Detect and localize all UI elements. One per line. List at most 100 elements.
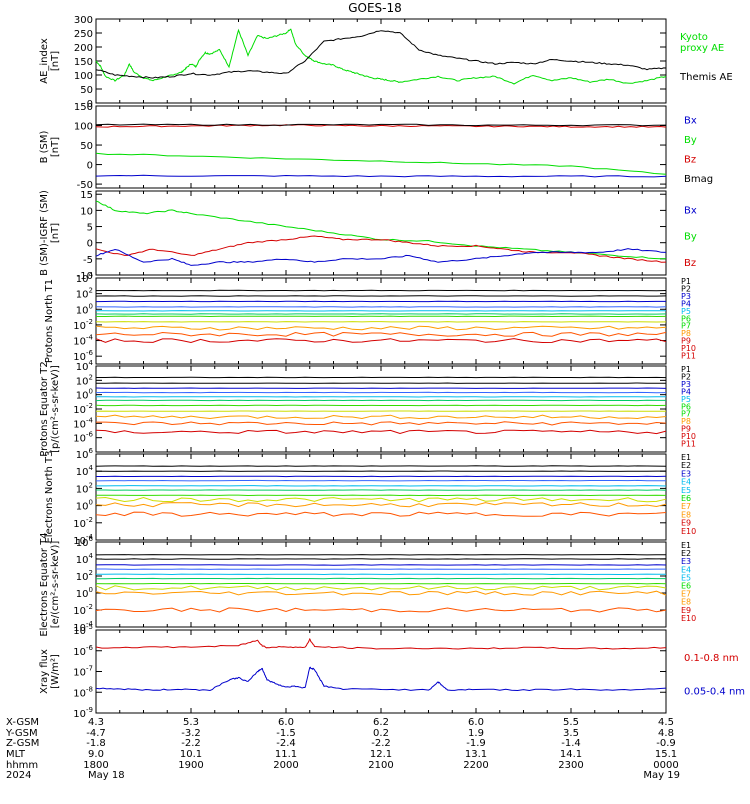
x-axis-value: 1900 — [178, 760, 203, 771]
y-tick-exponent: 0 — [89, 586, 93, 594]
y-tick-label: -5 — [83, 255, 93, 266]
plot-title: GOES-18 — [348, 1, 402, 15]
series-line — [96, 175, 666, 177]
x-axis-value: 2300 — [558, 760, 583, 771]
channel-line — [96, 326, 666, 330]
legend-label: P11 — [681, 440, 696, 449]
y-tick-exponent: 2 — [89, 569, 93, 577]
legend-label: 0.05-0.4 nm — [684, 686, 745, 697]
y-tick-label: 5 — [87, 223, 93, 234]
x-axis-value: May 18 — [88, 770, 125, 781]
y-tick-exponent: 2 — [89, 481, 93, 489]
y-tick-label: 10-2 — [73, 516, 93, 530]
y-tick-label: 100 — [76, 499, 93, 513]
legend-label: 0.1-0.8 nm — [684, 653, 739, 664]
y-tick-label: 10-5 — [73, 623, 93, 637]
y-tick-label: 104 — [76, 464, 94, 478]
y-tick-exponent: -6 — [86, 431, 94, 439]
series-line — [96, 249, 666, 266]
y-axis-label: [e/(cm²-s-sr-keV)] — [50, 541, 61, 629]
x-axis-value: -1.8 — [86, 738, 106, 749]
legend-label: E10 — [681, 614, 696, 623]
y-tick-label: 102 — [76, 287, 93, 301]
x-axis-value: 5.3 — [183, 717, 199, 728]
panel-frame — [96, 366, 666, 452]
y-axis-label: [p/(cm²-s-sr-keV)] — [50, 365, 61, 453]
y-axis-label: Electrons Equator T4 — [39, 532, 50, 636]
x-axis-value: -2.2 — [371, 738, 391, 749]
y-tick-exponent: 4 — [89, 552, 94, 560]
y-tick-label: 10 — [80, 206, 93, 217]
y-tick-exponent: -2 — [86, 516, 93, 524]
y-tick-label: 104 — [76, 271, 94, 285]
series-line — [96, 29, 666, 84]
channel-line — [96, 466, 666, 467]
series-line — [96, 667, 666, 690]
x-axis-table: X-GSMY-GSMZ-GSMMLThhmm20244.3-4.7-1.89.0… — [5, 717, 680, 781]
x-axis-value: 10.1 — [180, 749, 202, 760]
x-axis-value: May 19 — [643, 770, 680, 781]
channel-line — [96, 503, 666, 507]
x-axis-value: -1.9 — [466, 738, 486, 749]
y-tick-exponent: 6 — [89, 535, 94, 543]
legend-label: Themis AE — [679, 72, 733, 83]
x-axis-value: 14.1 — [560, 749, 582, 760]
channel-line — [96, 555, 666, 556]
legend-label: Bx — [684, 205, 697, 216]
legend-label: E10 — [681, 527, 696, 536]
series-line — [96, 201, 666, 259]
x-axis-value: -2.4 — [276, 738, 296, 749]
y-tick-label: 100 — [76, 586, 93, 600]
y-axis-label: Electrons North T3 — [44, 450, 55, 543]
channel-line — [96, 422, 666, 425]
y-tick-exponent: 6 — [89, 447, 94, 455]
y-tick-label: 100 — [74, 122, 93, 133]
x-axis-value: 4.5 — [658, 717, 674, 728]
channel-line — [96, 586, 666, 590]
y-axis-label: [nT] — [50, 51, 61, 71]
x-axis-value: 2000 — [273, 760, 298, 771]
y-axis-label: Protons Equator T2 — [39, 361, 50, 457]
legend-label: By — [684, 135, 697, 146]
x-axis-value: 15.1 — [655, 749, 677, 760]
panel-frame — [96, 454, 666, 540]
y-axis-label: B (SM) — [39, 130, 50, 163]
x-axis-value: 9.0 — [88, 749, 104, 760]
x-axis-value: 4.3 — [88, 717, 104, 728]
series-line — [96, 31, 666, 78]
legend-label: proxy AE — [680, 43, 724, 54]
legend-label: Bx — [684, 116, 697, 127]
series-line — [96, 236, 666, 262]
channel-line — [96, 565, 666, 566]
y-tick-label: 50 — [80, 85, 93, 96]
x-axis-value: 6.0 — [468, 717, 484, 728]
y-tick-exponent: -6 — [86, 349, 94, 357]
y-tick-label: 104 — [76, 359, 94, 373]
y-tick-label: 104 — [76, 552, 94, 566]
y-tick-exponent: -2 — [86, 603, 93, 611]
y-tick-exponent: -7 — [86, 665, 93, 673]
y-tick-exponent: -8 — [86, 685, 93, 693]
y-tick-label: 250 — [74, 29, 93, 40]
channel-line — [96, 415, 666, 418]
legend-label: By — [684, 232, 697, 243]
y-axis-label: AE_index — [39, 38, 50, 84]
x-axis-value: -1.4 — [561, 738, 581, 749]
y-tick-exponent: 4 — [89, 464, 94, 472]
x-axis-value: 13.1 — [465, 749, 487, 760]
x-axis-row-label: X-GSM — [6, 717, 39, 728]
y-tick-exponent: -4 — [86, 416, 94, 424]
y-tick-label: 106 — [76, 447, 94, 461]
channel-line — [96, 512, 666, 516]
x-axis-row-label: 2024 — [6, 770, 31, 781]
y-tick-exponent: 4 — [89, 271, 94, 279]
y-tick-label: 10-8 — [73, 685, 93, 699]
y-tick-label: 10-6 — [73, 644, 93, 658]
y-tick-label: 300 — [74, 15, 93, 26]
x-axis-value: 6.2 — [373, 717, 389, 728]
